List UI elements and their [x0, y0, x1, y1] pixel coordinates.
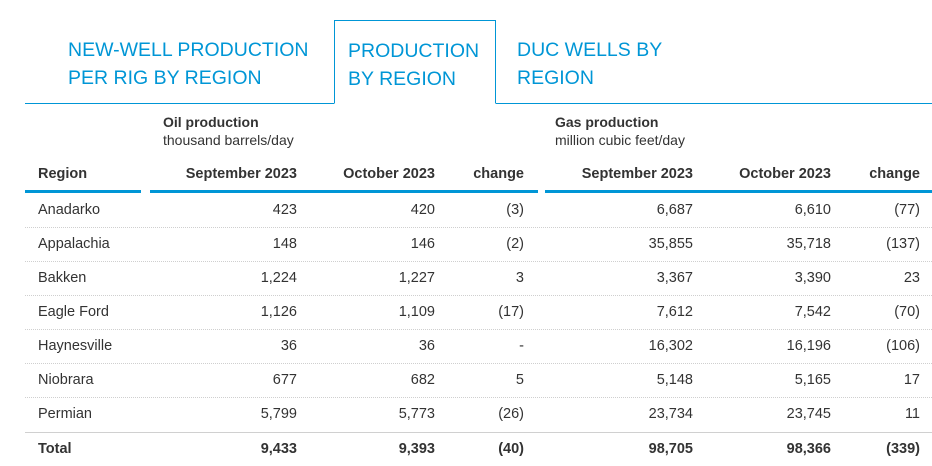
- column-header-oil-september: September 2023: [185, 166, 297, 182]
- cell-gas-october: 3,390: [794, 270, 831, 286]
- cell-oil-october: 1,227: [398, 270, 435, 286]
- cell-gas-october: 7,542: [794, 304, 831, 320]
- column-header-oil-october: October 2023: [343, 166, 435, 182]
- tab-label-line2: REGION: [517, 67, 594, 89]
- cell-oil-october: 9,393: [398, 441, 435, 457]
- cell-gas-september: 16,302: [648, 338, 693, 354]
- cell-oil-change: (40): [498, 441, 524, 457]
- tab-new-well-production[interactable]: NEW-WELL PRODUCTION PER RIG BY REGION: [68, 20, 333, 103]
- cell-oil-september: 9,433: [260, 441, 297, 457]
- tab-bar: NEW-WELL PRODUCTION PER RIG BY REGION PR…: [25, 20, 932, 104]
- cell-gas-october: 98,366: [786, 441, 831, 457]
- oil-group-title: Oil production: [163, 114, 259, 130]
- cell-oil-september: 423: [272, 202, 297, 218]
- tab-label-line1: DUC WELLS BY: [517, 39, 663, 61]
- cell-oil-change: (17): [498, 304, 524, 320]
- cell-oil-october: 146: [410, 236, 435, 252]
- cell-oil-change: -: [519, 338, 524, 354]
- cell-gas-september: 98,705: [648, 441, 693, 457]
- cell-oil-change: (2): [506, 236, 524, 252]
- cell-gas-change: (106): [886, 338, 920, 354]
- cell-oil-september: 1,224: [260, 270, 297, 286]
- column-header-gas-october: October 2023: [739, 166, 831, 182]
- cell-region: Bakken: [38, 270, 87, 286]
- column-header-region: Region: [38, 166, 88, 182]
- cell-gas-change: (70): [894, 304, 920, 320]
- oil-group-unit: thousand barrels/day: [163, 132, 294, 148]
- column-header-oil-change: change: [473, 166, 524, 182]
- tab-production-by-region[interactable]: PRODUCTION BY REGION: [334, 20, 496, 104]
- cell-gas-september: 23,734: [648, 406, 693, 422]
- cell-region: Permian: [38, 406, 92, 422]
- cell-oil-october: 36: [418, 338, 435, 354]
- header-underline-gas: [545, 190, 932, 193]
- cell-region: Niobrara: [38, 372, 94, 388]
- cell-region: Eagle Ford: [38, 304, 109, 320]
- header-underline-region: [25, 190, 141, 193]
- cell-oil-october: 420: [410, 202, 435, 218]
- cell-gas-october: 16,196: [786, 338, 831, 354]
- header-underline-oil: [150, 190, 538, 193]
- tab-label-line1: NEW-WELL PRODUCTION: [68, 39, 309, 61]
- cell-gas-change: (77): [894, 202, 920, 218]
- row-separator: [25, 329, 932, 330]
- row-separator: [25, 227, 932, 228]
- cell-gas-september: 35,855: [648, 236, 693, 252]
- tab-label-line1: PRODUCTION: [348, 40, 480, 62]
- cell-gas-september: 5,148: [656, 372, 693, 388]
- cell-oil-october: 682: [410, 372, 435, 388]
- cell-oil-september: 1,126: [260, 304, 297, 320]
- cell-region: Anadarko: [38, 202, 101, 218]
- cell-gas-change: (339): [886, 441, 920, 457]
- row-separator: [25, 397, 932, 398]
- cell-region: Haynesville: [38, 338, 113, 354]
- row-separator: [25, 261, 932, 262]
- gas-group-unit: million cubic feet/day: [555, 132, 685, 148]
- cell-oil-october: 5,773: [398, 406, 435, 422]
- cell-gas-october: 23,745: [786, 406, 831, 422]
- oil-production-group-header: Oil production thousand barrels/day: [163, 113, 294, 149]
- cell-gas-october: 35,718: [786, 236, 831, 252]
- cell-oil-october: 1,109: [398, 304, 435, 320]
- tab-duc-wells[interactable]: DUC WELLS BY REGION: [517, 20, 697, 103]
- cell-gas-october: 5,165: [794, 372, 831, 388]
- cell-gas-change: 23: [903, 270, 920, 286]
- cell-oil-september: 148: [272, 236, 297, 252]
- tab-label-line2: PER RIG BY REGION: [68, 67, 262, 89]
- column-header-gas-september: September 2023: [581, 166, 693, 182]
- cell-oil-change: 5: [515, 372, 524, 388]
- cell-gas-change: 17: [903, 372, 920, 388]
- cell-gas-september: 7,612: [656, 304, 693, 320]
- cell-region: Total: [38, 441, 72, 457]
- cell-gas-change: 11: [904, 406, 920, 422]
- row-separator: [25, 363, 932, 364]
- column-header-gas-change: change: [869, 166, 920, 182]
- gas-group-title: Gas production: [555, 114, 659, 130]
- cell-oil-change: (26): [498, 406, 524, 422]
- cell-gas-september: 6,687: [656, 202, 693, 218]
- cell-oil-september: 5,799: [260, 406, 297, 422]
- cell-region: Appalachia: [38, 236, 110, 252]
- cell-gas-september: 3,367: [656, 270, 693, 286]
- cell-oil-change: (3): [506, 202, 524, 218]
- gas-production-group-header: Gas production million cubic feet/day: [555, 113, 685, 149]
- row-separator: [25, 295, 932, 296]
- cell-oil-september: 677: [272, 372, 297, 388]
- total-separator: [25, 432, 932, 433]
- tab-label-line2: BY REGION: [348, 68, 457, 90]
- cell-oil-september: 36: [280, 338, 297, 354]
- cell-oil-change: 3: [515, 270, 524, 286]
- cell-gas-october: 6,610: [794, 202, 831, 218]
- cell-gas-change: (137): [886, 236, 920, 252]
